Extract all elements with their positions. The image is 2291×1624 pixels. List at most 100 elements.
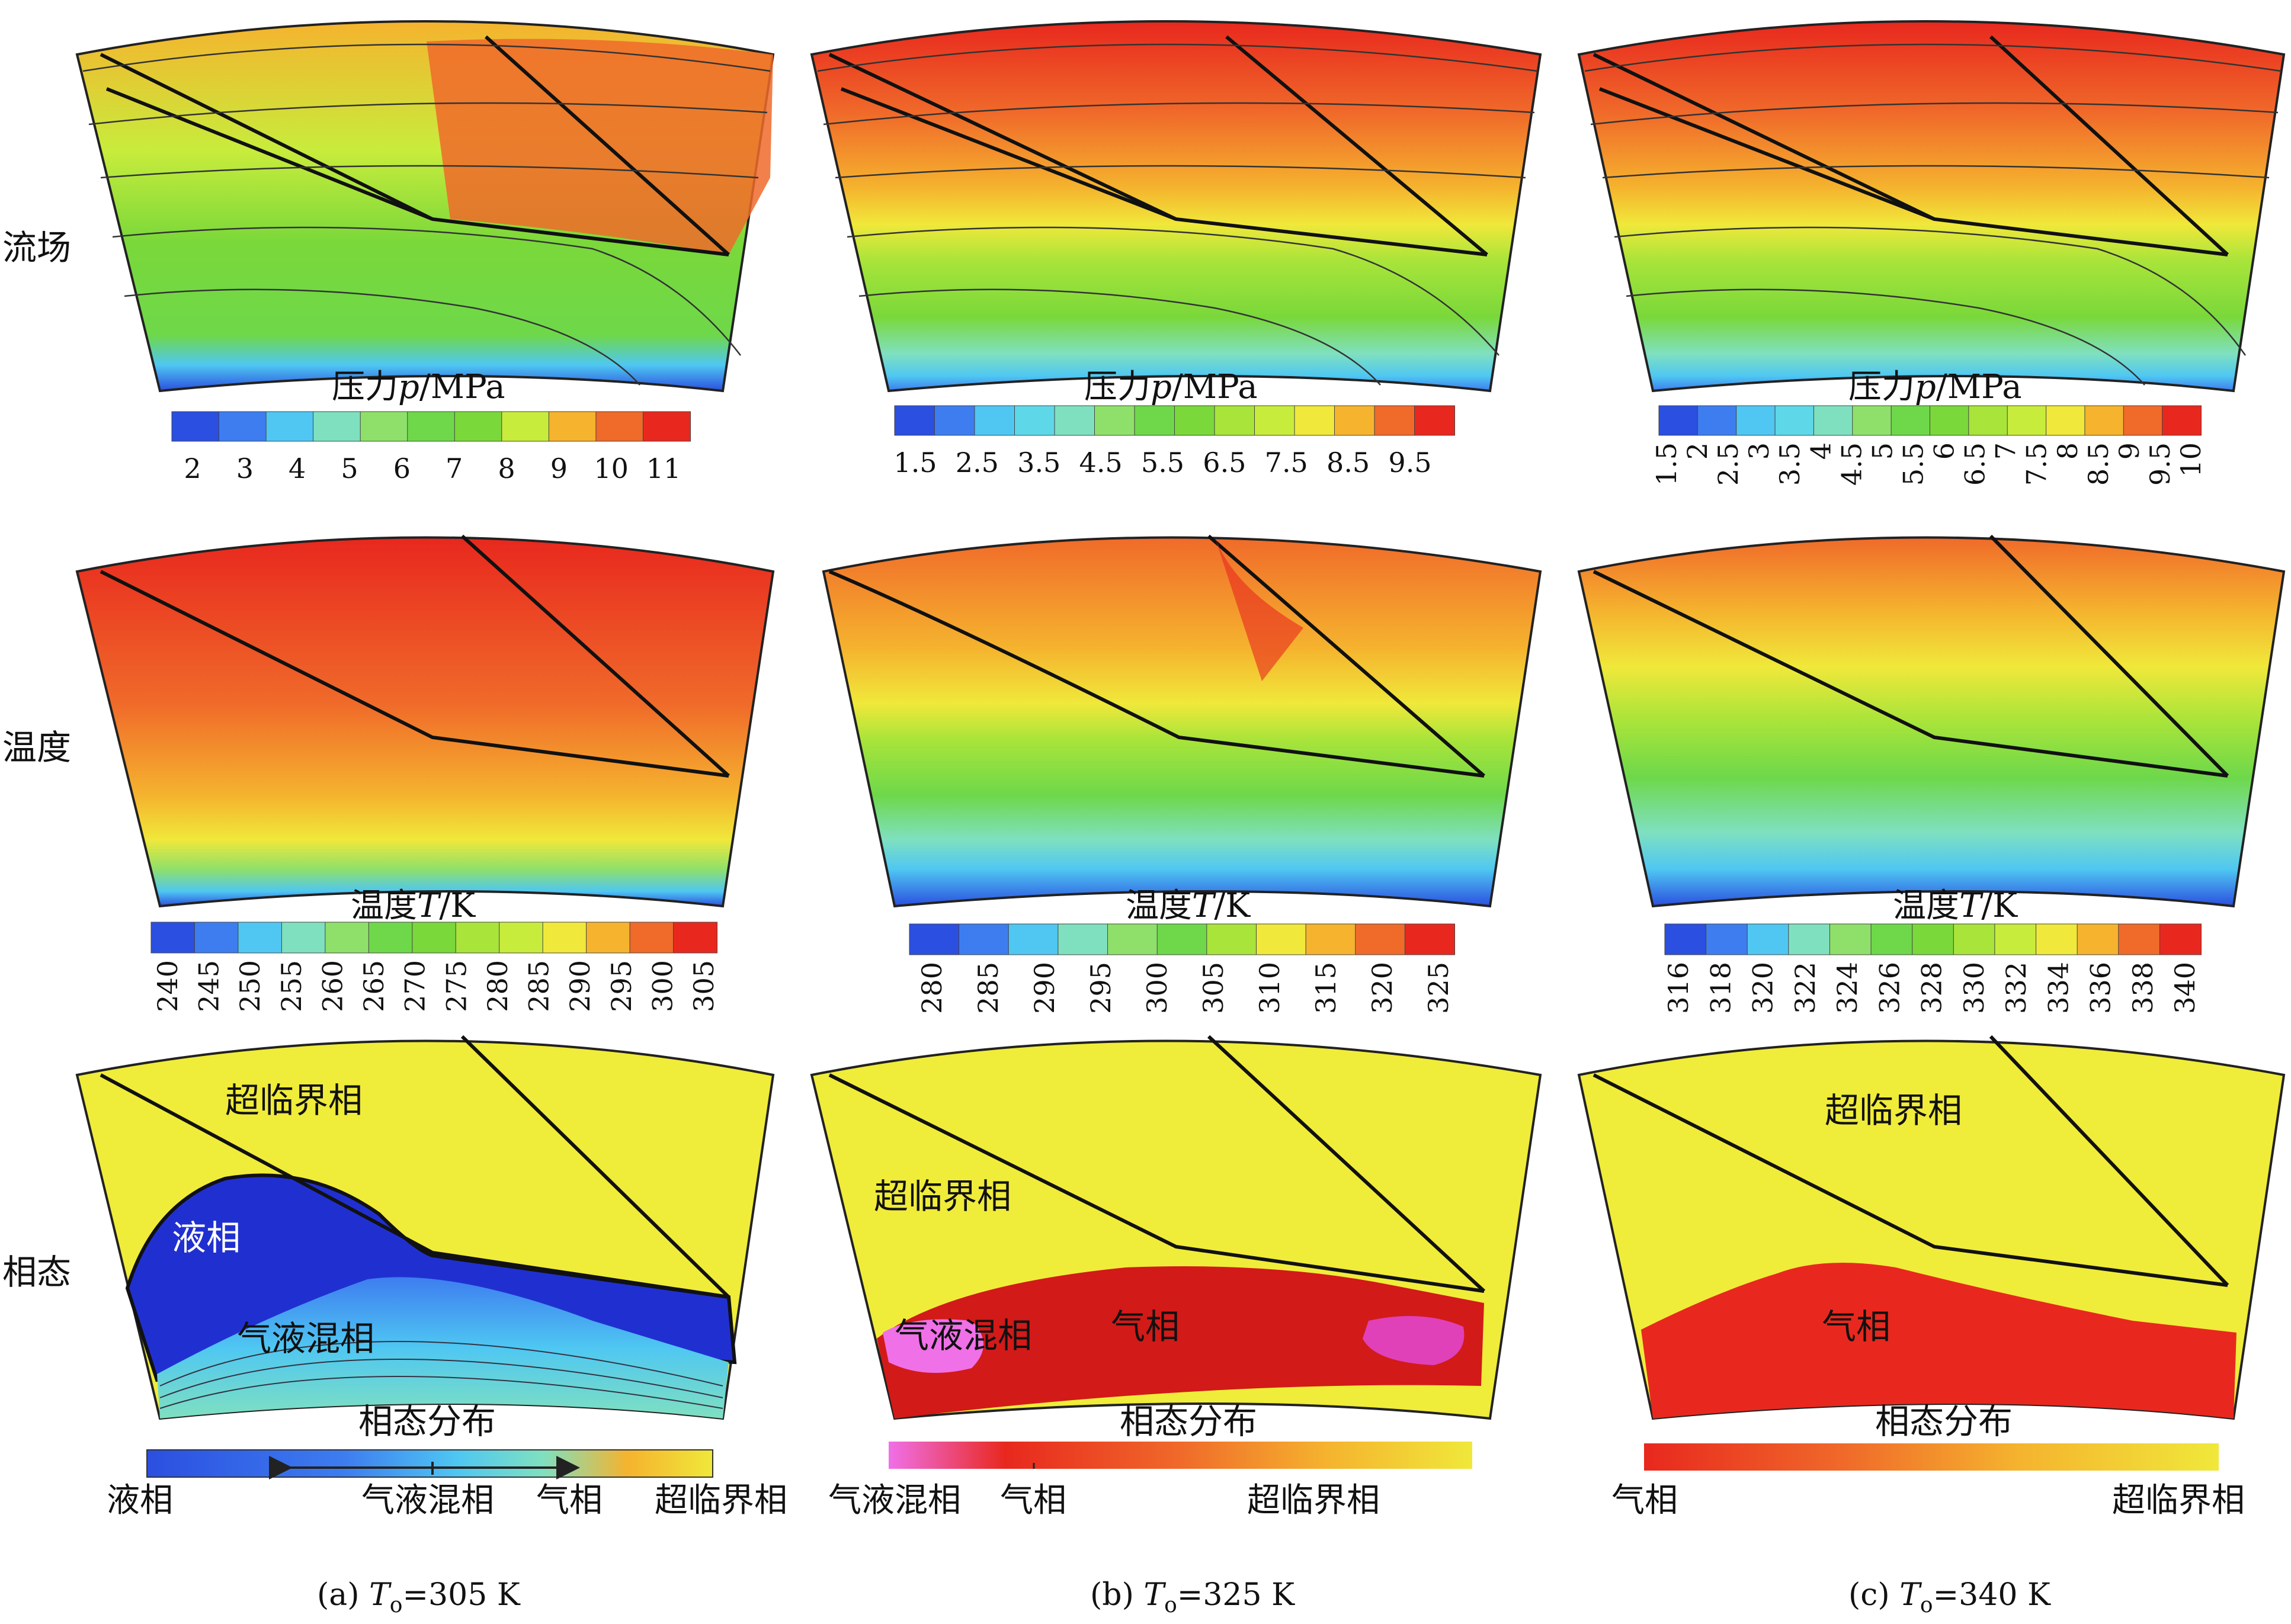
phase-a-bar-label-liquid: 液相 bbox=[107, 1481, 173, 1520]
pressure-colorbar-tick: 6.5 bbox=[1959, 442, 1991, 486]
pressure-colorbar-tick: 2 bbox=[1681, 442, 1713, 460]
temperature-colorbar-tick: 316 bbox=[1662, 962, 1694, 1014]
pressure-colorbar-tick: 9.5 bbox=[2144, 442, 2176, 486]
phase-c-bar-label-supercritical: 超临界相 bbox=[2112, 1481, 2245, 1520]
temperature-colorbar-swatch bbox=[2036, 923, 2078, 955]
temperature-colorbar-tick: 240 bbox=[152, 960, 184, 1012]
temperature-colorbar-tick: 336 bbox=[2085, 962, 2117, 1014]
phase-a-title: 相态分布 bbox=[358, 1401, 496, 1442]
temperature-colorbar-ticks-a: 240 245 250 255 260 265 270 275 280 285 290 295 300 3… bbox=[152, 960, 720, 1012]
temperature-colorbar-tick: 260 bbox=[316, 960, 348, 1012]
temperature-colorbar-tick: 320 bbox=[1366, 962, 1398, 1014]
pressure-colorbar-swatch bbox=[2084, 405, 2125, 436]
temperature-colorbar-swatch bbox=[1008, 923, 1059, 955]
temperature-colorbar-swatch bbox=[629, 922, 674, 954]
pressure-colorbar-title-a: 压力p/MPa bbox=[332, 368, 505, 406]
pressure-colorbar-swatches-c bbox=[1658, 405, 2202, 436]
pressure-colorbar-tick: 7.5 bbox=[1265, 447, 1308, 479]
temperature-colorbar-swatch bbox=[959, 923, 1010, 955]
caption-a: (a) To=305 K bbox=[317, 1577, 521, 1617]
pressure-panel-c bbox=[1577, 20, 2286, 393]
pressure-colorbar-tick: 6 bbox=[1928, 442, 1960, 460]
phase-a-region-supercritical: 超临界相 bbox=[225, 1080, 363, 1121]
pressure-colorbar-tick: 7 bbox=[446, 452, 463, 484]
pressure-colorbar-swatch bbox=[894, 405, 935, 436]
temperature-colorbar-swatch bbox=[1788, 923, 1831, 955]
pressure-colorbar-tick: 8.5 bbox=[1326, 447, 1370, 479]
temperature-colorbar-tick: 325 bbox=[1422, 962, 1454, 1014]
temperature-colorbar-tick: 265 bbox=[358, 960, 390, 1012]
temperature-colorbar-a: 温度T/K 240 245 250 255 260 265 270 275 280 285 290 2… bbox=[150, 887, 720, 1012]
pressure-colorbar-ticks-b: 1.5 2.5 3.5 4.5 5.5 6.5 7.5 8.5 9.5 bbox=[893, 447, 1431, 479]
temperature-colorbar-swatches-b bbox=[909, 923, 1455, 955]
temperature-colorbar-tick: 328 bbox=[1916, 962, 1948, 1014]
phase-b-bar-label-mixed: 气液混相 bbox=[828, 1481, 961, 1520]
pressure-colorbar-swatch bbox=[1334, 405, 1375, 436]
pressure-colorbar-swatch bbox=[548, 411, 597, 442]
temperature-colorbar-swatch bbox=[2077, 923, 2119, 955]
phase-colorbar-b: 气液混相 气相 超临界相 bbox=[828, 1442, 1472, 1520]
phase-c-bar-label-gas: 气相 bbox=[1611, 1481, 1678, 1520]
pressure-colorbar-title-c: 压力p/MPa bbox=[1848, 368, 2022, 406]
temperature-colorbar-tick: 250 bbox=[234, 960, 266, 1012]
temperature-colorbar-tick: 340 bbox=[2169, 962, 2201, 1014]
phase-b-bar-label-gas: 气相 bbox=[1000, 1481, 1066, 1520]
temperature-colorbar-swatch bbox=[1829, 923, 1872, 955]
pressure-colorbar-swatch bbox=[1254, 405, 1295, 436]
temperature-colorbar-tick: 334 bbox=[2042, 962, 2074, 1014]
temperature-colorbar-tick: 320 bbox=[1747, 962, 1779, 1014]
pressure-colorbar-swatch bbox=[1968, 405, 2008, 436]
temperature-colorbar-tick: 310 bbox=[1254, 962, 1286, 1014]
pressure-colorbar-swatch bbox=[454, 411, 502, 442]
pressure-colorbar-swatch bbox=[1054, 405, 1095, 436]
temperature-colorbar-tick: 300 bbox=[1141, 962, 1173, 1014]
temperature-colorbar-title-a: 温度T/K bbox=[351, 887, 476, 925]
pressure-colorbar-swatches-b bbox=[894, 405, 1455, 436]
temperature-colorbar-swatch bbox=[1706, 923, 1748, 955]
caption-c: (c) To=340 K bbox=[1848, 1577, 2051, 1617]
temperature-colorbar-swatch bbox=[586, 922, 631, 954]
temperature-colorbar-swatch bbox=[1206, 923, 1257, 955]
pressure-colorbar-tick: 5 bbox=[1866, 442, 1898, 460]
pressure-colorbar-c: 压力p/MPa 1.522.533.544.555.566.577.588.59… bbox=[1651, 368, 2207, 486]
temperature-panel-a bbox=[75, 534, 775, 908]
temperature-colorbar-title-b: 温度T/K bbox=[1126, 887, 1251, 925]
temperature-colorbar-swatch bbox=[1355, 923, 1406, 955]
pressure-colorbar-swatch bbox=[360, 411, 408, 442]
pressure-colorbar-swatch bbox=[1174, 405, 1215, 436]
temperature-colorbar-swatch bbox=[673, 922, 717, 954]
pressure-colorbar-swatch bbox=[171, 411, 220, 442]
pressure-colorbar-swatch bbox=[1014, 405, 1055, 436]
temperature-colorbar-ticks-c: 316 318 320 322 324 326 328 330 332 334 336 338 340 bbox=[1662, 962, 2201, 1014]
temperature-colorbar-tick: 305 bbox=[688, 960, 720, 1012]
temperature-colorbar-swatch bbox=[1953, 923, 1995, 955]
pressure-colorbar-ticks-c: 1.522.533.544.555.566.577.588.599.510 bbox=[1651, 442, 2207, 486]
pressure-colorbar-tick: 4.5 bbox=[1835, 442, 1867, 486]
pressure-colorbar-swatch bbox=[1852, 405, 1892, 436]
temperature-colorbar-swatch bbox=[499, 922, 544, 954]
phase-c-title: 相态分布 bbox=[1875, 1401, 2013, 1442]
temperature-colorbar-tick: 255 bbox=[275, 960, 307, 1012]
temperature-colorbar-swatch bbox=[1912, 923, 1954, 955]
phase-colorbar-a: 液相 气液混相 气相 超临界相 bbox=[107, 1449, 787, 1520]
pressure-colorbar-tick: 5.5 bbox=[1897, 442, 1929, 486]
caption-b: (b) To=325 K bbox=[1090, 1577, 1295, 1617]
temperature-colorbar-tick: 280 bbox=[916, 962, 948, 1014]
phase-b-bar-label-supercritical: 超临界相 bbox=[1247, 1481, 1380, 1520]
pressure-colorbar-swatch bbox=[1736, 405, 1776, 436]
temperature-colorbar-swatch bbox=[542, 922, 587, 954]
temperature-colorbar-tick: 326 bbox=[1873, 962, 1905, 1014]
temperature-colorbar-tick: 322 bbox=[1789, 962, 1821, 1014]
pressure-colorbar-swatch bbox=[1930, 405, 1969, 436]
temperature-colorbar-swatch bbox=[2118, 923, 2161, 955]
pressure-colorbar-b: 压力p/MPa 1.5 2.5 3.5 4.5 5.5 6.5 7.5 8.5 9.5 bbox=[893, 368, 1455, 479]
temperature-colorbar-tick: 285 bbox=[523, 960, 555, 1012]
phase-b-title: 相态分布 bbox=[1120, 1401, 1257, 1442]
temperature-panel-c bbox=[1577, 534, 2286, 908]
pressure-colorbar-tick: 2.5 bbox=[956, 447, 999, 479]
phase-panel-c: 超临界相 气相 相态分布 bbox=[1577, 1035, 2286, 1442]
temperature-colorbar-tick: 245 bbox=[193, 960, 225, 1012]
temperature-colorbar-swatches-c bbox=[1664, 923, 2202, 955]
phase-a-bar-label-gas: 气相 bbox=[536, 1481, 603, 1520]
phase-c-region-supercritical: 超临界相 bbox=[1825, 1090, 1962, 1131]
